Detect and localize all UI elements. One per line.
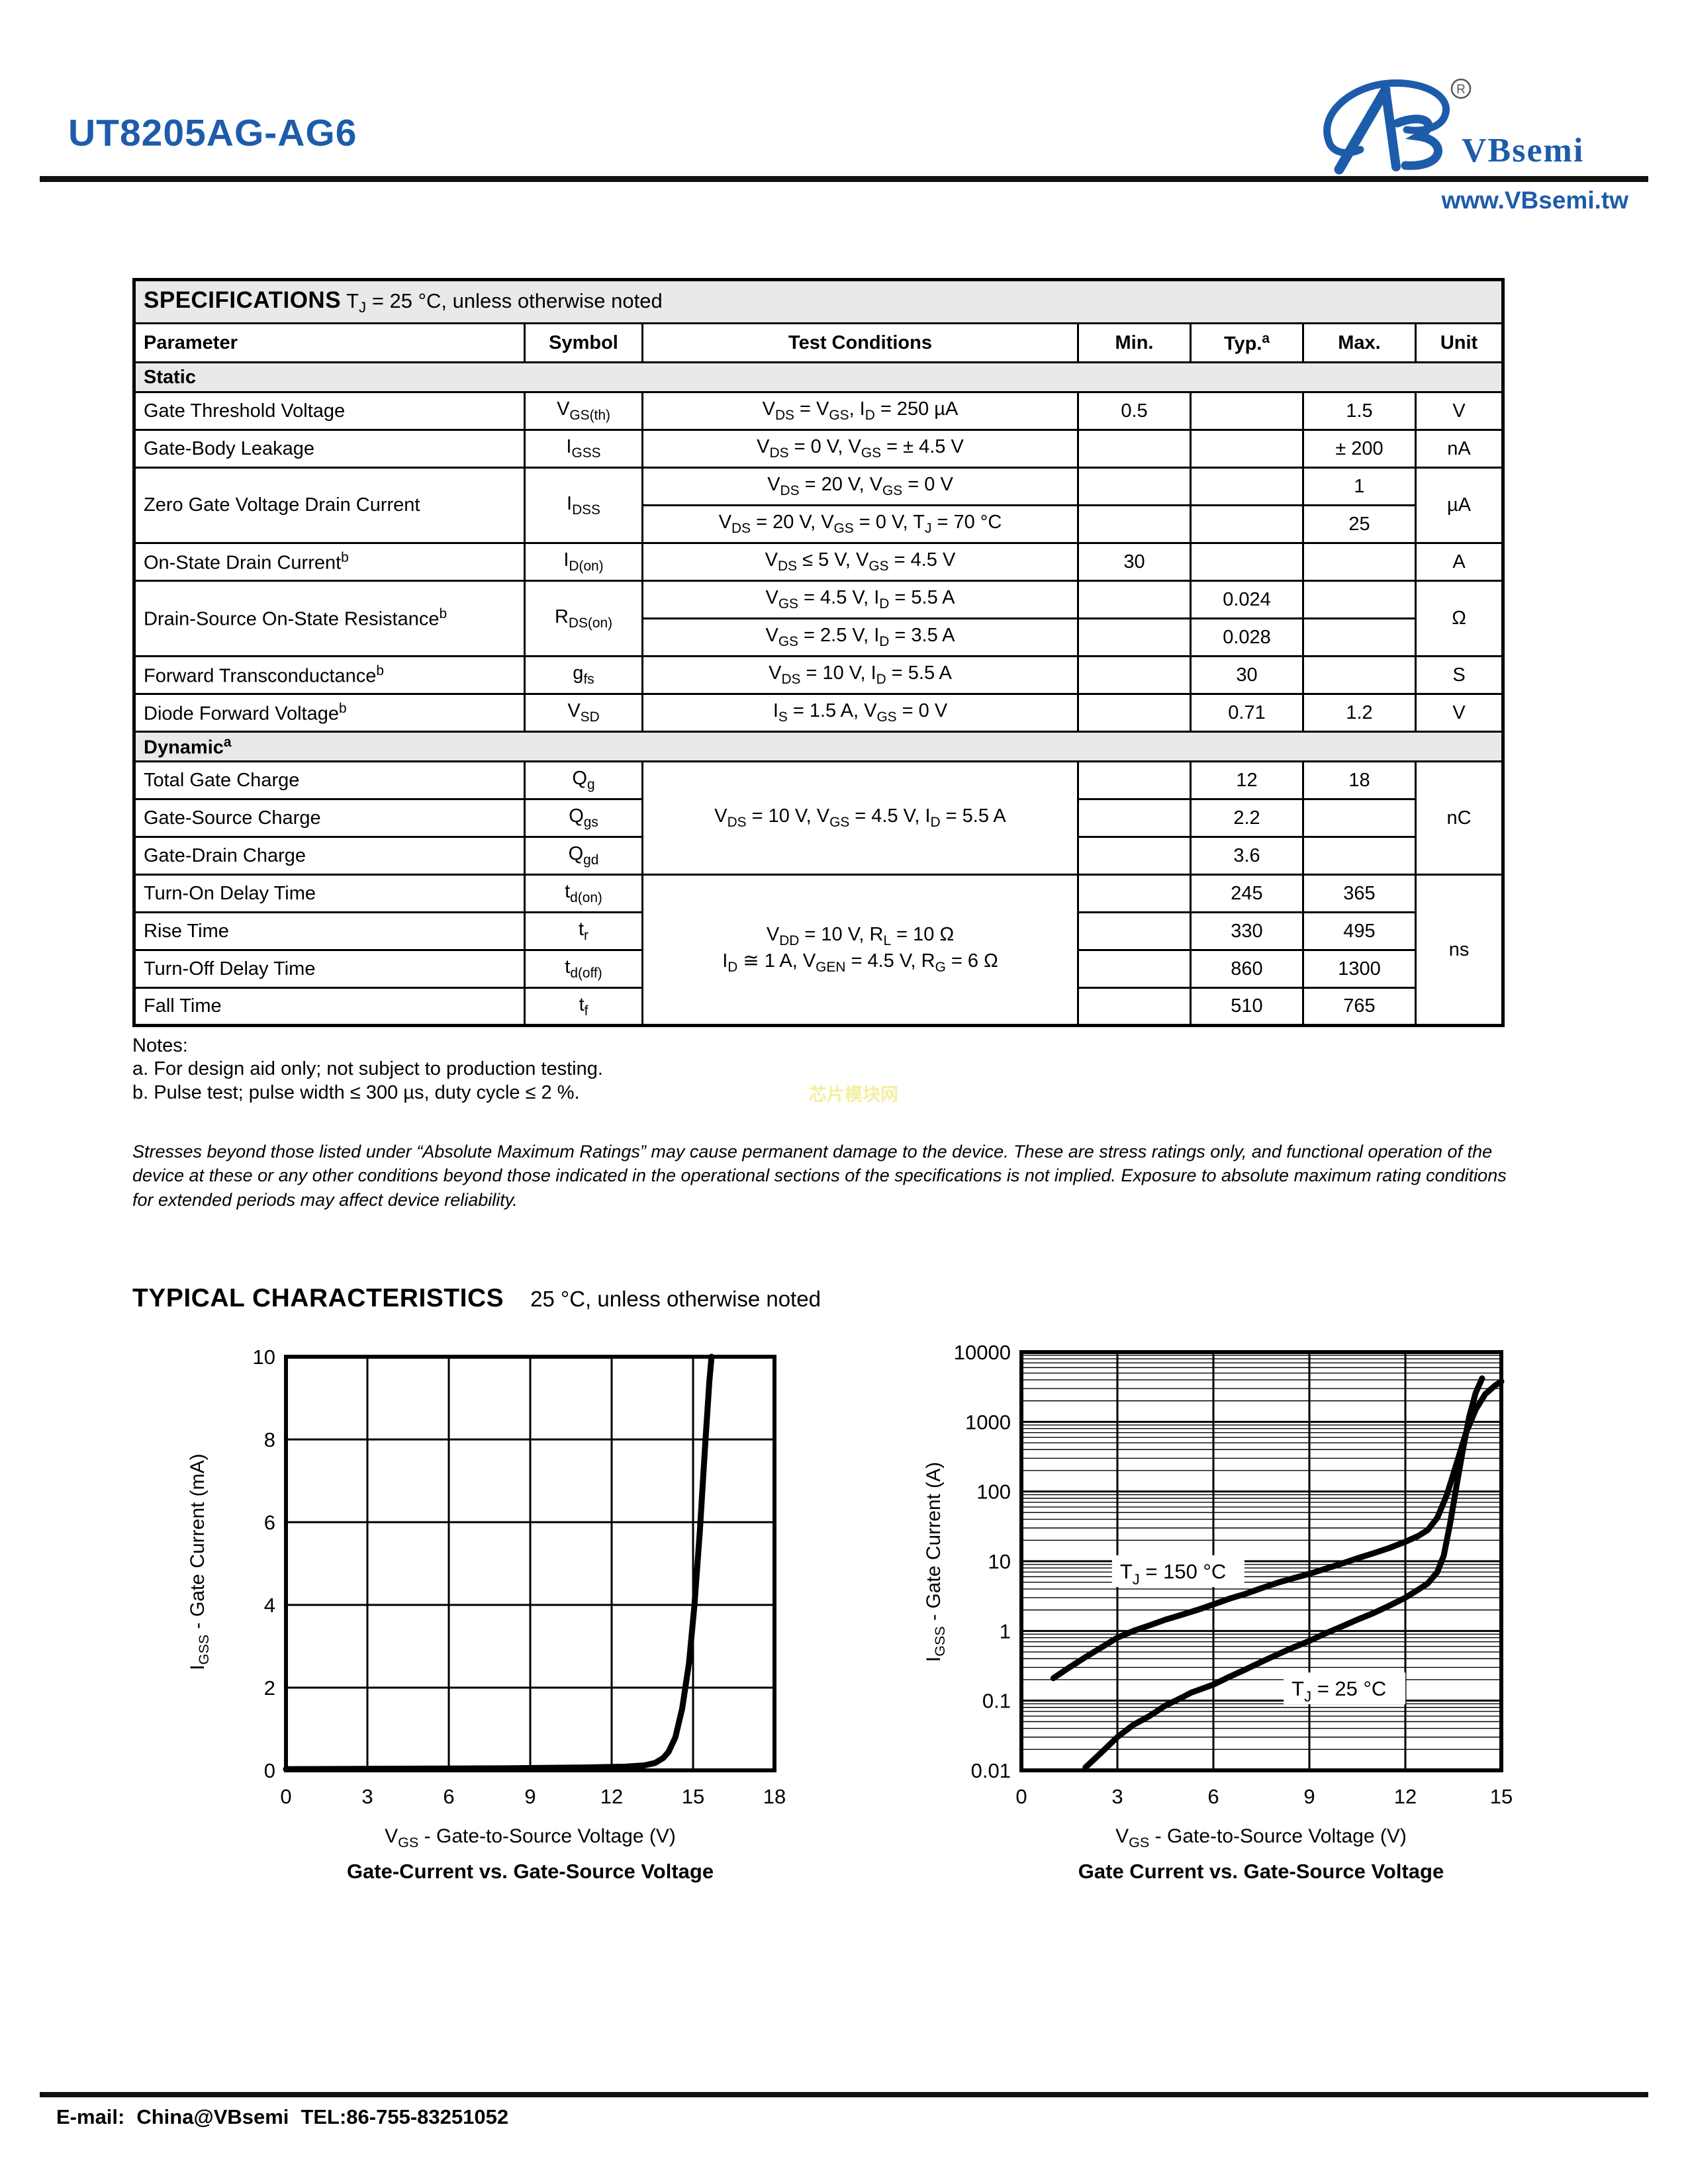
vbsemi-logo: R — [1314, 71, 1632, 177]
chart-canvas: 0 3 6 9 12 15 18 0 2 4 6 8 10 — [253, 1345, 786, 1808]
spec-title: SPECIFICATIONS — [144, 287, 342, 313]
series-curve — [1082, 1375, 1485, 1771]
table-row: Gate-Body Leakage IGSS VDS = 0 V, VGS = … — [133, 429, 1505, 469]
notes-block: Notes: a. For design aid only; not subje… — [132, 1034, 603, 1105]
disclaimer-paragraph: Stresses beyond those listed under “Abso… — [132, 1142, 1507, 1210]
plot-frame — [1019, 1350, 1503, 1772]
col-unit: Unit — [1414, 322, 1505, 363]
note-a: a. For design aid only; not subject to p… — [132, 1058, 603, 1080]
annotation-backing — [1284, 1672, 1406, 1705]
vbsemi-logo-icon: R — [1323, 78, 1472, 175]
table-row: Drain-Source On-State Resistanceb RDS(on… — [133, 580, 1505, 657]
col-symbol: Symbol — [524, 322, 643, 363]
header-rule — [40, 176, 1648, 182]
x-tick-label: 12 — [600, 1785, 623, 1808]
col-typ: Typ.a — [1190, 322, 1304, 363]
section-static: Static — [132, 361, 1505, 393]
footer-contact: E-mail: China@VBsemi TEL:86-755-83251052 — [56, 2105, 520, 2129]
section-dynamic: Dynamica — [132, 731, 1505, 762]
table-row: Fall Time tf 510 765 — [133, 987, 1503, 1026]
col-max: Max. — [1302, 322, 1417, 363]
left-chart-ylabel: IGSS - Gate Current (mA) — [187, 1453, 212, 1670]
registered-trademark: R — [1450, 78, 1472, 99]
y-tick-label: 10000 — [954, 1341, 1011, 1364]
col-conditions: Test Conditions — [641, 322, 1079, 363]
right-chart-title: Gate Current vs. Gate-Source Voltage — [1078, 1860, 1444, 1883]
typical-title: TYPICAL CHARACTERISTICS — [132, 1284, 504, 1312]
col-min: Min. — [1077, 322, 1192, 363]
x-tick-label: 15 — [1490, 1785, 1513, 1808]
table-row: Forward Transconductanceb gfs VDS = 10 V… — [133, 655, 1505, 695]
watermark: 芯片模块网 — [809, 1085, 898, 1105]
x-tick-label: 15 — [682, 1785, 704, 1808]
table-row: Diode Forward Voltageb VSD IS = 1.5 A, V… — [133, 693, 1505, 733]
y-tick-label: 6 — [264, 1511, 275, 1534]
table-row: Turn-On Delay Time td(on) VDD = 10 V, RL… — [133, 874, 1505, 1026]
left-chart-title: Gate-Current vs. Gate-Source Voltage — [346, 1860, 714, 1883]
column-header-row: Parameter Symbol Test Conditions Min. Ty… — [133, 322, 1505, 363]
x-tick-label: 0 — [280, 1785, 291, 1808]
y-tick-label: 1 — [1000, 1619, 1011, 1643]
table-row: Turn-Off Delay Time td(off) 860 1300 — [133, 949, 1503, 989]
email-label: E-mail: — [56, 2105, 125, 2128]
y-tick-label: 8 — [264, 1428, 275, 1451]
notes-heading: Notes: — [132, 1035, 188, 1056]
svg-text:R: R — [1456, 83, 1466, 97]
table-row: Gate-Drain Charge Qgd 3.6 — [133, 836, 1503, 876]
y-tick-label: 100 — [976, 1480, 1011, 1504]
gate-current-log-chart: 0 3 6 9 12 15 0.01 0.1 1 10 100 1000 10000 TJ​ = 150 … — [954, 1341, 1513, 1808]
x-tick-label: 12 — [1394, 1785, 1417, 1808]
series-curve — [283, 1353, 715, 1772]
typical-subtitle: 25 °C, unless otherwise noted — [530, 1287, 821, 1311]
x-tick-label: 3 — [1111, 1785, 1123, 1808]
chart-canvas: 0 3 6 9 12 15 0.01 0.1 1 10 100 1000 10000 TJ​ = 150 … — [954, 1341, 1513, 1808]
series-curve — [1050, 1378, 1505, 1682]
note-b: b. Pulse test; pulse width ≤ 300 µs, dut… — [132, 1081, 580, 1103]
x-tick-label: 18 — [763, 1785, 786, 1808]
table-row: Total Gate Charge Qg VDS = 10 V, VGS = 4… — [133, 760, 1505, 876]
annotation-label: TJ​ = 150 °C — [1120, 1560, 1226, 1588]
website-link[interactable]: www.VBsemi.tw — [1441, 187, 1628, 214]
y-tick-label: 0.01 — [971, 1759, 1011, 1782]
typical-characteristics-heading: TYPICAL CHARACTERISTICS 25 °C, unless oth… — [132, 1284, 821, 1313]
table-row: Rise Time tr 330 495 — [133, 911, 1503, 951]
table-row: Gate Threshold Voltage VGS(th) VDS = VGS… — [133, 391, 1505, 431]
x-tick-label: 9 — [524, 1785, 536, 1808]
right-chart-xlabel: VGS - Gate-to-Source Voltage (V) — [1115, 1825, 1407, 1850]
spec-subtitle: TJ = 25 °C, unless otherwise noted — [346, 289, 663, 316]
switching-conditions: VDD = 10 V, RL = 10 Ω ID ≅ 1 A, VGEN = 4… — [641, 874, 1079, 1026]
x-tick-label: 0 — [1015, 1785, 1027, 1808]
page-title: UT8205AG-AG6 — [68, 112, 357, 154]
col-parameter: Parameter — [133, 322, 526, 363]
y-tick-label: 0 — [264, 1759, 275, 1782]
table-row: Zero Gate Voltage Drain Current IDSS VDS… — [133, 467, 1505, 544]
table-row: VDS = 20 V, VGS = 0 V, TJ = 70 °C 25 — [134, 504, 1503, 544]
y-tick-label: 0.1 — [982, 1690, 1011, 1713]
footer-rule — [40, 2092, 1648, 2097]
tel-value: TEL:86-755-83251052 — [301, 2105, 509, 2128]
spec-title-row: SPECIFICATIONS TJ = 25 °C, unless otherw… — [132, 279, 1505, 324]
x-tick-label: 3 — [361, 1785, 373, 1808]
y-tick-label: 10 — [988, 1550, 1011, 1573]
right-chart-ylabel: IGSS - Gate Current (A) — [923, 1461, 948, 1662]
x-tick-label: 6 — [443, 1785, 454, 1808]
y-tick-label: 10 — [253, 1345, 275, 1369]
table-row: VGS = 2.5 V, ID = 3.5 A 0.028 — [134, 617, 1503, 657]
y-tick-label: 1000 — [965, 1410, 1011, 1433]
email-value: China@VBsemi — [136, 2105, 289, 2128]
x-tick-label: 9 — [1303, 1785, 1315, 1808]
y-tick-label: 2 — [264, 1676, 275, 1700]
x-tick-label: 6 — [1207, 1785, 1219, 1808]
specifications-table: SPECIFICATIONS TJ = 25 °C, unless otherw… — [132, 278, 1505, 1027]
annotation-label: TJ​ = 25 °C — [1291, 1677, 1386, 1705]
annotation-backing — [1111, 1555, 1244, 1588]
left-chart-xlabel: VGS - Gate-to-Source Voltage (V) — [385, 1825, 676, 1850]
table-row: Gate-Source Charge Qgs 2.2 — [133, 798, 1503, 838]
gate-current-linear-chart: 0 3 6 9 12 15 18 0 2 4 6 8 10 — [253, 1345, 786, 1808]
brand-name: VBsemi — [1462, 132, 1585, 169]
table-row: On-State Drain Currentb ID(on) VDS ≤ 5 V… — [133, 542, 1505, 582]
y-tick-label: 4 — [264, 1594, 275, 1617]
